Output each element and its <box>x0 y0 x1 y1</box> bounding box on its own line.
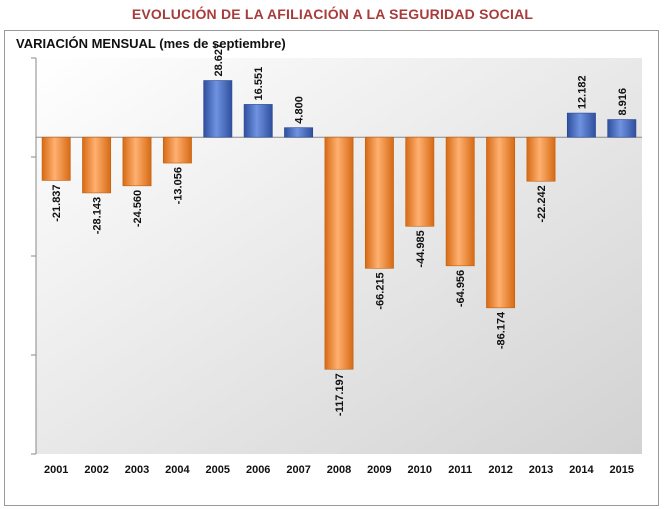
data-label-2004: -13.056 <box>172 167 184 204</box>
x-tick-label-2001: 2001 <box>44 464 68 476</box>
bar-2006 <box>243 104 273 138</box>
bar-2014 <box>566 112 596 138</box>
x-tick-label-2012: 2012 <box>488 464 512 476</box>
bar-2010 <box>405 136 435 227</box>
data-label-2002: -28.143 <box>92 197 104 234</box>
bar-2003 <box>122 136 152 187</box>
x-tick-label-2002: 2002 <box>84 464 108 476</box>
x-tick-label-2006: 2006 <box>246 464 270 476</box>
bar-2011 <box>445 136 475 267</box>
data-label-2013: -22.242 <box>536 185 548 222</box>
x-tick-label-2003: 2003 <box>125 464 149 476</box>
data-label-2006: 16.551 <box>253 67 265 101</box>
x-tick-label-2007: 2007 <box>286 464 310 476</box>
bar-2002 <box>82 136 112 194</box>
x-tick-label-2011: 2011 <box>448 464 472 476</box>
bar-2009 <box>364 136 394 269</box>
data-label-2003: -24.560 <box>132 190 144 227</box>
bar-2007 <box>284 127 314 138</box>
data-label-2012: -86.174 <box>496 311 508 349</box>
bar-2001 <box>41 136 71 181</box>
x-tick-label-2010: 2010 <box>408 464 432 476</box>
data-label-2005: 28.627 <box>213 43 225 77</box>
bar-2012 <box>486 136 516 309</box>
data-label-2009: -66.215 <box>374 272 386 309</box>
data-label-2015: 8.916 <box>617 88 629 116</box>
data-label-2011: -64.956 <box>455 270 467 307</box>
x-tick-label-2015: 2015 <box>610 464 634 476</box>
page-title: EVOLUCIÓN DE LA AFILIACIÓN A LA SEGURIDA… <box>131 6 534 22</box>
data-label-2008: -117.197 <box>334 373 346 416</box>
bar-2015 <box>607 119 637 138</box>
x-tick-label-2009: 2009 <box>367 464 391 476</box>
bar-2008 <box>324 136 354 370</box>
x-tick-label-2004: 2004 <box>165 464 190 476</box>
data-label-2010: -44.985 <box>415 230 427 267</box>
chart-title: VARIACIÓN MENSUAL (mes de septiembre) <box>16 36 286 51</box>
bar-2013 <box>526 136 556 182</box>
x-tick-label-2013: 2013 <box>529 464 553 476</box>
x-tick-label-2008: 2008 <box>327 464 351 476</box>
bar-2004 <box>162 136 192 164</box>
data-label-2001: -21.837 <box>51 184 63 221</box>
data-label-2007: 4.800 <box>294 96 306 124</box>
x-tick-label-2014: 2014 <box>569 464 594 476</box>
data-label-2014: 12.182 <box>576 75 588 109</box>
bar-2005 <box>203 80 233 138</box>
x-tick-label-2005: 2005 <box>206 464 230 476</box>
